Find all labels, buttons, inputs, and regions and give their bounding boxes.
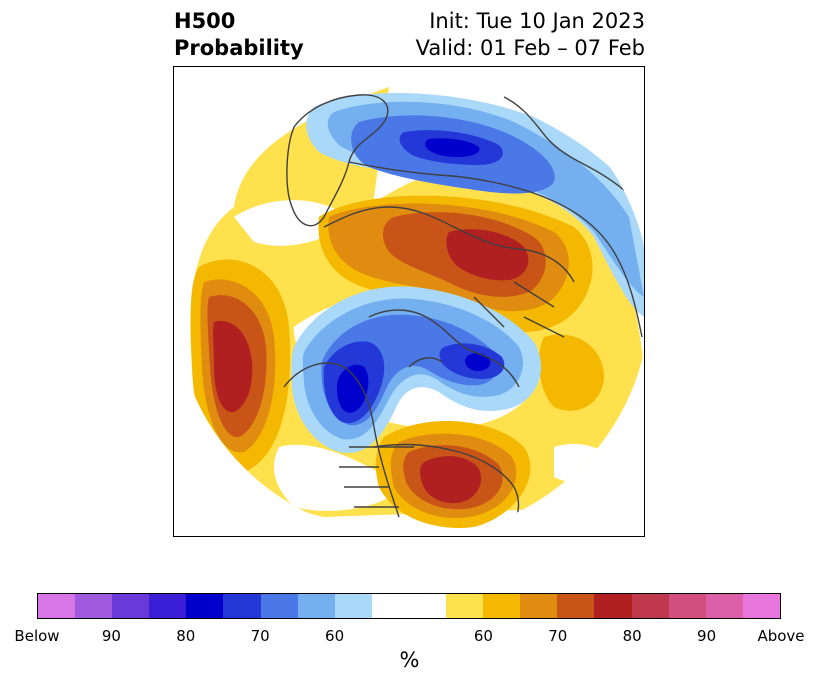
colorbar-cell bbox=[668, 594, 706, 618]
colorbar-labels: Below 90 80 70 60 60 70 80 90 Above bbox=[14, 627, 804, 647]
colorbar-cell bbox=[705, 594, 743, 618]
colorbar-tick-label: 80 bbox=[176, 627, 196, 645]
valid-date: Valid: 01 Feb – 07 Feb bbox=[415, 36, 645, 60]
colorbar-cell bbox=[260, 594, 298, 618]
chart-title: H500 Probability bbox=[174, 8, 304, 62]
colorbar-tick-label: 70 bbox=[548, 627, 568, 645]
colorbar-cell bbox=[557, 594, 595, 618]
colorbar-cell bbox=[631, 594, 669, 618]
colorbar-tick-label: 80 bbox=[622, 627, 642, 645]
colorbar-cell bbox=[186, 594, 224, 618]
colorbar-tick-label: 70 bbox=[250, 627, 270, 645]
colorbar-cell bbox=[742, 594, 780, 618]
colorbar-cell bbox=[149, 594, 187, 618]
colorbar-tick-label: 90 bbox=[101, 627, 121, 645]
chart-dates: Init: Tue 10 Jan 2023 Valid: 01 Feb – 07… bbox=[416, 8, 645, 62]
colorbar-cell bbox=[75, 594, 113, 618]
init-date: Init: Tue 10 Jan 2023 bbox=[429, 9, 645, 33]
colorbar-tick-label: Above bbox=[757, 627, 805, 645]
colorbar-cell bbox=[520, 594, 558, 618]
colorbar-cell bbox=[112, 594, 150, 618]
colorbar-cell bbox=[446, 594, 484, 618]
colorbar-cell bbox=[334, 594, 372, 618]
colorbar bbox=[37, 593, 781, 619]
colorbar-units: % bbox=[399, 648, 420, 672]
coastlines bbox=[283, 94, 643, 533]
colorbar-cell bbox=[297, 594, 335, 618]
colorbar-cell bbox=[38, 594, 76, 618]
colorbar-cell bbox=[408, 594, 447, 618]
colorbar-tick-label: 60 bbox=[473, 627, 493, 645]
colorbar-cell bbox=[594, 594, 632, 618]
probability-map bbox=[173, 66, 645, 537]
title-product: Probability bbox=[174, 36, 304, 60]
title-variable: H500 bbox=[174, 9, 236, 33]
above-80-shading bbox=[213, 229, 529, 504]
colorbar-tick-label: 60 bbox=[325, 627, 345, 645]
colorbar-cell bbox=[483, 594, 521, 618]
map-canvas bbox=[190, 87, 644, 533]
colorbar-cell bbox=[223, 594, 261, 618]
colorbar-cell bbox=[371, 594, 409, 618]
colorbar-tick-label: 90 bbox=[697, 627, 717, 645]
colorbar-tick-label: Below bbox=[14, 627, 60, 645]
below-85-shading bbox=[336, 138, 491, 413]
